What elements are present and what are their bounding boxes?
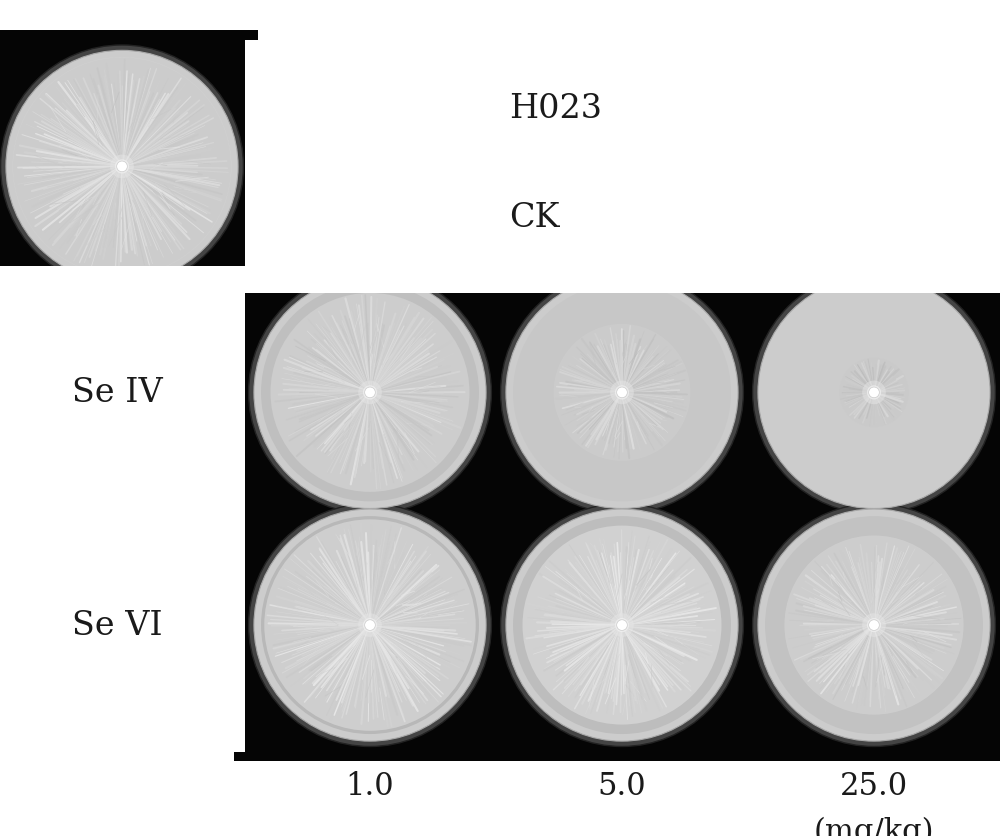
Bar: [234, 489, 506, 762]
Ellipse shape: [365, 620, 375, 630]
Ellipse shape: [753, 272, 995, 514]
Ellipse shape: [513, 284, 731, 502]
Text: (mg/kg): (mg/kg): [814, 816, 934, 836]
Ellipse shape: [765, 284, 983, 502]
Bar: [0, 31, 258, 303]
Ellipse shape: [117, 162, 127, 172]
Ellipse shape: [869, 620, 879, 630]
Ellipse shape: [358, 381, 382, 405]
Ellipse shape: [501, 504, 743, 747]
Ellipse shape: [869, 388, 879, 398]
Ellipse shape: [264, 520, 476, 731]
Ellipse shape: [363, 619, 377, 632]
Ellipse shape: [615, 386, 629, 400]
Ellipse shape: [862, 381, 886, 405]
Ellipse shape: [618, 621, 626, 630]
Bar: [0, 499, 245, 752]
Ellipse shape: [13, 59, 231, 276]
Ellipse shape: [765, 517, 983, 734]
Ellipse shape: [784, 536, 964, 715]
Ellipse shape: [366, 621, 374, 630]
Ellipse shape: [758, 277, 990, 509]
Ellipse shape: [249, 504, 491, 747]
Ellipse shape: [366, 389, 374, 397]
Ellipse shape: [254, 509, 486, 742]
Bar: [486, 257, 758, 529]
Text: 25.0: 25.0: [840, 770, 908, 801]
Ellipse shape: [110, 155, 134, 179]
Text: CK: CK: [509, 201, 560, 233]
Ellipse shape: [870, 621, 878, 630]
Ellipse shape: [610, 614, 634, 637]
Ellipse shape: [513, 517, 731, 734]
Ellipse shape: [610, 381, 634, 405]
Ellipse shape: [249, 272, 491, 514]
Ellipse shape: [617, 388, 627, 398]
Ellipse shape: [365, 388, 375, 398]
Text: 1.0: 1.0: [346, 770, 394, 801]
Ellipse shape: [254, 277, 486, 509]
Ellipse shape: [358, 614, 382, 637]
Ellipse shape: [867, 619, 881, 632]
Ellipse shape: [554, 324, 690, 461]
Ellipse shape: [271, 293, 469, 492]
Ellipse shape: [13, 58, 231, 277]
Bar: [234, 257, 506, 529]
Ellipse shape: [506, 509, 738, 742]
Ellipse shape: [501, 272, 743, 514]
Bar: [245, 41, 1000, 293]
Bar: [486, 489, 758, 762]
Ellipse shape: [523, 526, 721, 725]
Ellipse shape: [753, 504, 995, 747]
Ellipse shape: [118, 163, 126, 171]
Ellipse shape: [618, 389, 626, 397]
Ellipse shape: [363, 386, 377, 400]
Text: Se VI: Se VI: [72, 609, 163, 641]
Text: Se IV: Se IV: [72, 377, 163, 409]
Ellipse shape: [261, 284, 479, 502]
Ellipse shape: [261, 517, 479, 734]
Bar: [738, 489, 1000, 762]
Ellipse shape: [617, 620, 627, 630]
Bar: [738, 257, 1000, 529]
Text: H023: H023: [509, 93, 602, 125]
Ellipse shape: [6, 51, 238, 283]
Ellipse shape: [115, 161, 129, 174]
Ellipse shape: [758, 509, 990, 742]
Ellipse shape: [870, 389, 878, 397]
Text: 5.0: 5.0: [598, 770, 646, 801]
Ellipse shape: [506, 277, 738, 509]
Ellipse shape: [839, 358, 909, 428]
Ellipse shape: [862, 614, 886, 637]
Ellipse shape: [867, 386, 881, 400]
Ellipse shape: [615, 619, 629, 632]
Ellipse shape: [1, 46, 243, 288]
Bar: [0, 267, 245, 519]
